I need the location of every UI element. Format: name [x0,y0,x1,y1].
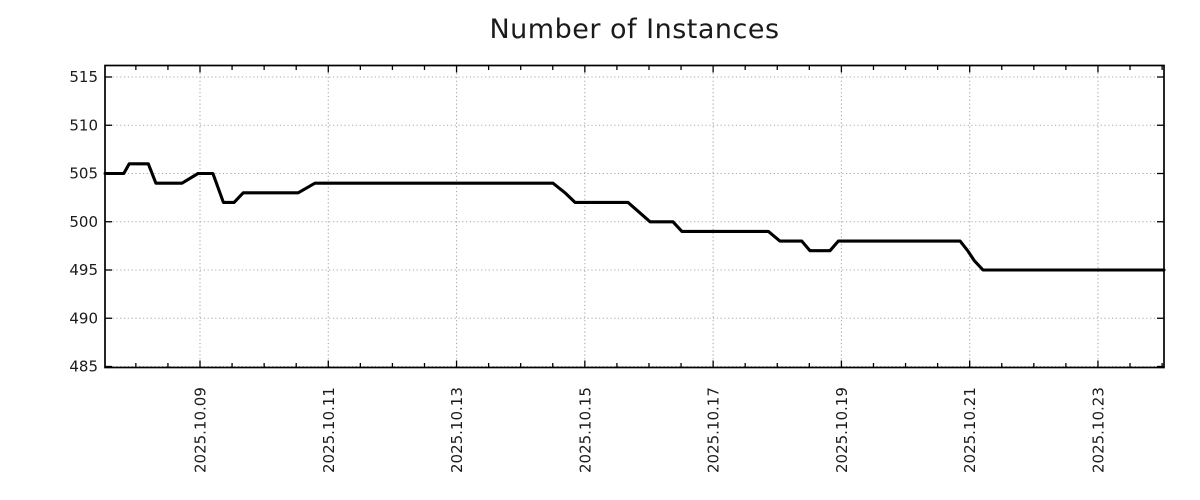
y-tick-label: 490 [69,309,98,327]
y-tick-label: 505 [69,165,98,183]
y-tick-label: 510 [69,116,98,134]
x-tick-label: 2025.10.09 [192,387,210,473]
y-tick-label: 500 [69,213,98,231]
x-tick-label: 2025.10.15 [576,387,594,473]
chart-title: Number of Instances [489,14,780,45]
y-tick-label: 495 [69,261,98,279]
y-tick-label: 515 [69,68,98,86]
x-tick-label: 2025.10.19 [833,387,851,473]
x-tick-label: 2025.10.11 [320,387,338,473]
x-tick-label: 2025.10.23 [1089,387,1107,473]
series-line [103,162,1166,272]
plot-border [104,64,1165,369]
x-tick-label: 2025.10.17 [705,387,723,473]
x-tick-label: 2025.10.13 [448,387,466,473]
y-tick-label: 485 [69,358,98,376]
x-tick-label: 2025.10.21 [961,387,979,473]
